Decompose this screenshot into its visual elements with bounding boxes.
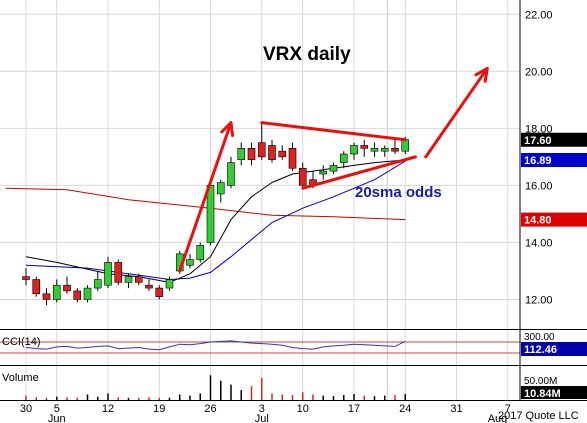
candle-down <box>247 148 256 161</box>
candle-up <box>370 148 379 152</box>
volume-label: Volume <box>2 372 39 384</box>
candle-up <box>237 148 246 161</box>
price-tick-label: 16.00 <box>525 180 553 192</box>
cci-value-tag <box>521 342 587 356</box>
x-day-label: 24 <box>399 403 411 415</box>
trend-arrow <box>178 121 233 273</box>
candle-up <box>350 145 358 155</box>
candle-down <box>42 293 51 300</box>
chart-title: VRX daily <box>263 44 351 65</box>
x-day-label: 30 <box>20 403 32 415</box>
candle-up <box>339 153 348 163</box>
x-day-label: 3 <box>259 403 265 415</box>
candle-down <box>63 284 71 292</box>
candle-down <box>22 276 30 280</box>
candle-up <box>216 182 225 195</box>
price-tick-label: 12.00 <box>525 294 553 306</box>
candle-up <box>186 259 194 266</box>
x-day-label: 7 <box>505 403 511 415</box>
price-panel <box>5 66 489 306</box>
cci-line <box>25 340 406 351</box>
x-day-label: 5 <box>54 403 60 415</box>
arrow-head <box>220 121 235 138</box>
candle-up <box>319 170 328 175</box>
candle-down <box>360 145 369 149</box>
trend-arrow <box>424 66 489 159</box>
price-tick-label: 22.00 <box>525 9 553 21</box>
x-day-label: 26 <box>204 403 216 415</box>
candle-down <box>268 145 276 161</box>
cci-value-label: 112.46 <box>524 344 557 356</box>
trend-line <box>301 155 417 190</box>
price-tag <box>521 153 587 168</box>
candle-down <box>134 276 143 283</box>
candle-down <box>298 167 307 186</box>
price-tag-label: 16.89 <box>524 155 552 167</box>
price-tick-label: 20.00 <box>525 66 553 78</box>
volume-top-tick: 50.00M <box>524 376 557 387</box>
candle-up <box>329 165 338 172</box>
x-month-label: Jul <box>255 413 269 423</box>
candle-down <box>257 142 266 158</box>
candle-up <box>52 284 61 300</box>
price-tag <box>521 212 587 227</box>
candle-down <box>278 150 287 158</box>
trend-line <box>260 121 407 142</box>
candle-down <box>73 290 82 300</box>
volume-value-tag <box>521 386 587 399</box>
sma-short-line <box>25 159 406 283</box>
candle-up <box>206 185 215 243</box>
price-tag <box>521 132 587 147</box>
candle-up <box>196 244 205 260</box>
x-month-label: Jun <box>48 413 66 423</box>
cci-label: CCI(14) <box>2 336 41 348</box>
candle-up <box>380 148 389 152</box>
x-day-label: 19 <box>153 403 165 415</box>
candle-up <box>104 262 112 286</box>
candle-up <box>227 162 235 186</box>
candle-up <box>93 279 102 289</box>
candle-down <box>145 284 153 289</box>
price-tick-label: 18.00 <box>525 123 553 135</box>
price-tick-label: 14.00 <box>525 237 553 249</box>
candle-up <box>401 139 410 152</box>
x-day-label: 12 <box>102 403 114 415</box>
x-day-label: 31 <box>450 403 462 415</box>
cci-top-tick: 300.00 <box>524 332 555 343</box>
candle-down <box>391 148 399 152</box>
candle-down <box>288 148 297 169</box>
candle-down <box>155 287 164 297</box>
x-day-label: 10 <box>297 403 309 415</box>
candle-down <box>32 279 41 295</box>
copyright-notice: 2017 Quote LLC <box>498 410 579 422</box>
candle-up <box>83 287 92 300</box>
price-tag-label: 14.80 <box>524 215 552 227</box>
price-tag-label: 17.60 <box>524 135 552 147</box>
candle-up <box>165 279 174 289</box>
sma-long-line <box>25 160 406 281</box>
annotation-20sma-odds: 20sma odds <box>355 184 442 201</box>
arrow-head <box>474 66 489 83</box>
volume-value-label: 10.84M <box>524 388 561 400</box>
candle-up <box>124 276 133 283</box>
grid-layer <box>0 0 520 400</box>
candle-down <box>114 262 123 283</box>
x-day-label: 17 <box>348 403 360 415</box>
x-month-label: Aug <box>488 413 508 423</box>
